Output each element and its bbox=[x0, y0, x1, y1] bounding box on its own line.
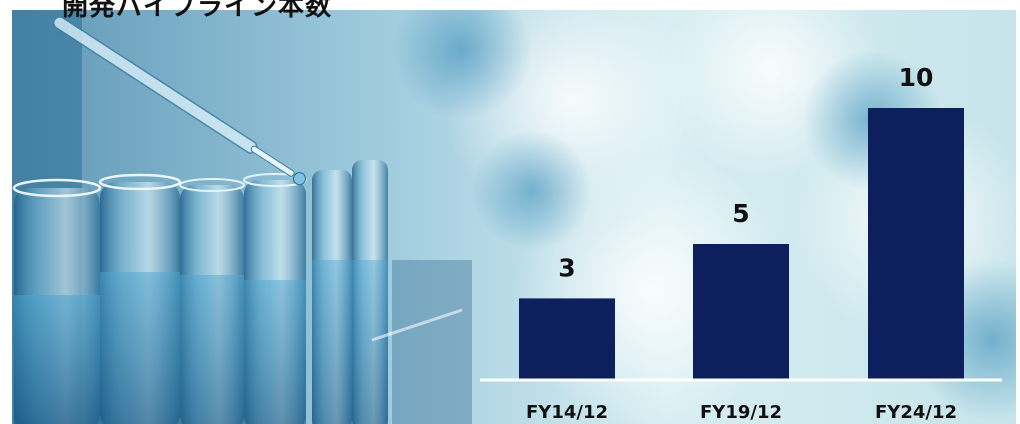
bar-FY19/12 bbox=[693, 244, 789, 380]
bars-layer bbox=[519, 108, 964, 380]
value-label-FY19/12: 5 bbox=[732, 199, 749, 228]
bar-FY14/12 bbox=[519, 298, 615, 380]
value-label-FY14/12: 3 bbox=[558, 253, 575, 282]
chart-title: 開発パイプライン本数 bbox=[62, 0, 333, 22]
test-tubes-illustration bbox=[12, 160, 472, 424]
bar-FY24/12 bbox=[868, 108, 964, 380]
value-label-FY24/12: 10 bbox=[899, 63, 934, 92]
category-label-FY24/12: FY24/12 bbox=[875, 402, 957, 423]
labels-layer: 3 FY14/12 5 FY19/12 10 FY24/12 bbox=[526, 63, 957, 423]
category-label-FY14/12: FY14/12 bbox=[526, 402, 608, 423]
category-label-FY19/12: FY19/12 bbox=[700, 402, 782, 423]
pipette-illustration bbox=[52, 16, 307, 186]
